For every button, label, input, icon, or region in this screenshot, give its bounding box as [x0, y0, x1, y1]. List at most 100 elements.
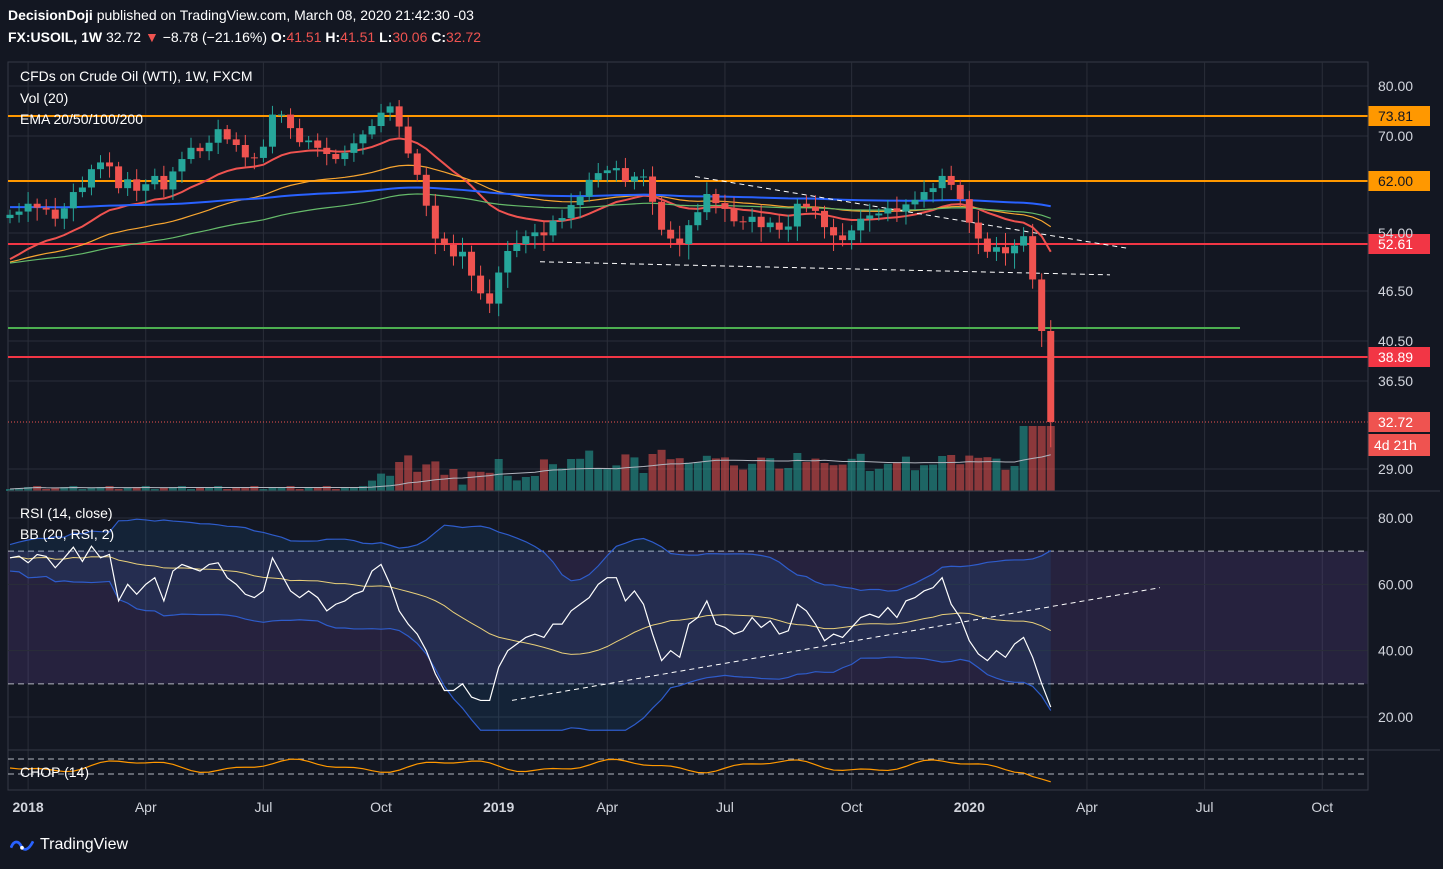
high-label: H: [325, 29, 341, 45]
volume-bar [983, 457, 992, 491]
last-price-label: 32.72 [1378, 414, 1413, 430]
candle-body [540, 232, 548, 236]
volume-bar [521, 477, 530, 491]
candle-body [332, 154, 340, 160]
price-level-tag [1368, 106, 1430, 126]
candle-body [259, 146, 267, 158]
candle-body [431, 205, 439, 239]
candle-body [33, 203, 41, 208]
close-label: C: [431, 29, 447, 45]
x-tick-label: Oct [370, 799, 392, 815]
candle-body [1011, 245, 1019, 254]
x-tick-label: 2018 [13, 799, 44, 815]
volume-bar [358, 486, 367, 491]
volume-bar [277, 487, 286, 491]
volume-bar [214, 486, 223, 491]
candle-body [178, 159, 186, 172]
volume-bar [702, 455, 711, 491]
candle-body [232, 139, 240, 145]
candle-body [106, 162, 114, 167]
candle-body [477, 275, 485, 294]
volume-bar [874, 468, 883, 491]
candle-body [142, 184, 150, 191]
low-label: L: [379, 29, 393, 45]
legend-rsi[interactable]: RSI (14, close) [20, 505, 113, 521]
candle-body [830, 227, 838, 236]
open-label: O: [270, 29, 287, 45]
candle-body [1047, 331, 1055, 422]
candle-body [15, 211, 23, 215]
volume-bar [69, 486, 78, 491]
volume-bar [141, 486, 150, 491]
candle-body [42, 207, 50, 210]
symbol-label[interactable]: FX:USOIL, 1W [8, 29, 103, 45]
candle-body [468, 251, 476, 276]
candle-body [866, 215, 874, 219]
x-tick-label: Oct [841, 799, 863, 815]
candle-body [558, 218, 566, 221]
volume-bar [105, 486, 114, 491]
candle-body [712, 194, 720, 204]
candle-body [115, 166, 123, 189]
volume-bar [784, 468, 793, 491]
volume-bar [757, 457, 766, 491]
candle-body [278, 114, 285, 116]
candle-body [821, 210, 828, 228]
legend-main-title[interactable]: CFDs on Crude Oil (WTI), 1W, FXCM [20, 68, 253, 84]
volume-bar [512, 480, 521, 491]
legend-vol[interactable]: Vol (20) [20, 90, 68, 106]
candle-body [956, 184, 964, 200]
volume-bar [947, 455, 956, 491]
high-value: 41.51 [340, 29, 376, 45]
candle-body [205, 142, 213, 152]
volume-bar [829, 465, 838, 491]
candle-body [486, 293, 494, 304]
candle-body [78, 187, 86, 193]
candle-body [793, 203, 801, 227]
candle-body [314, 140, 322, 148]
volume-bar [422, 464, 431, 491]
legend-chop[interactable]: CHOP (14) [20, 764, 89, 780]
legend-bb[interactable]: BB (20, RSI, 2) [20, 526, 114, 542]
volume-bar [6, 489, 14, 491]
x-tick-label: Oct [1311, 799, 1333, 815]
volume-bar [241, 487, 250, 491]
candle-body [133, 179, 141, 191]
candle-body [404, 126, 412, 154]
volume-bar [693, 462, 702, 491]
candle-body [739, 221, 747, 223]
candle-body [160, 175, 168, 190]
author-name[interactable]: DecisionDoji [8, 7, 93, 23]
candle-body [69, 192, 77, 209]
volume-bar [766, 458, 775, 491]
candle-body [757, 216, 765, 228]
volume-bar [196, 488, 205, 491]
volume-bar [775, 468, 784, 491]
volume-bar [603, 468, 612, 491]
trendlines [539, 176, 1131, 276]
candle-body [368, 126, 376, 135]
price-level-label: 73.81 [1378, 108, 1413, 124]
volume-bar [594, 468, 603, 491]
candle-body [214, 129, 222, 143]
volume-bar [331, 489, 340, 491]
candle-body [296, 128, 304, 143]
volume-bar [956, 464, 965, 491]
volume-bar [929, 464, 938, 491]
volume-bar [368, 480, 376, 491]
candle-body [51, 209, 59, 219]
brand[interactable]: TradingView [10, 836, 128, 854]
volume-bar [684, 462, 693, 491]
legend-ema[interactable]: EMA 20/50/100/200 [20, 111, 143, 127]
x-tick-label: 2020 [954, 799, 985, 815]
countdown-tag [1368, 434, 1430, 456]
candle-body [983, 238, 991, 252]
volume-bar [431, 461, 440, 491]
volume-bar [567, 459, 576, 491]
axes: 2018 Apr Jul Oct 2019 Apr Jul Oct 2020 Apr Jul Oct 8… [8, 62, 1440, 815]
y-tick-label: 36.50 [1378, 373, 1413, 389]
candle-body [567, 205, 575, 219]
candle-body [495, 272, 503, 304]
volume-bar [811, 458, 820, 491]
